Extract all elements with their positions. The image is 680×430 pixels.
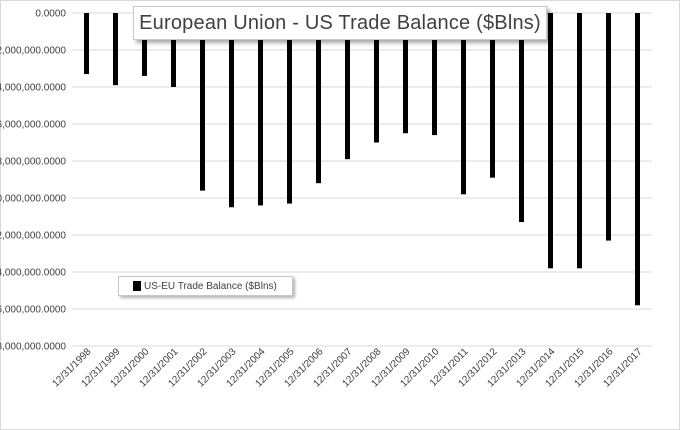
bar xyxy=(258,13,263,206)
x-axis-tick-labels: 12/31/199812/31/199912/31/200012/31/2001… xyxy=(50,346,644,389)
y-tick-label: -18,000,000.0000 xyxy=(0,342,66,353)
legend: US-EU Trade Balance ($Blns) xyxy=(118,276,293,296)
y-tick-label: -4,000,000.0000 xyxy=(0,83,66,94)
chart-title-box: European Union - US Trade Balance ($Blns… xyxy=(133,6,547,40)
bar xyxy=(519,13,524,223)
bar xyxy=(229,13,234,208)
bar xyxy=(316,13,321,184)
bar xyxy=(490,13,495,178)
bar xyxy=(403,13,408,134)
y-tick-label: 0.0000 xyxy=(35,9,66,20)
y-tick-label: -12,000,000.0000 xyxy=(0,231,66,242)
bar xyxy=(84,13,89,75)
y-axis-tick-labels: 0.0000 -2,000,000.0000 -4,000,000.0000 -6,0… xyxy=(0,9,66,353)
legend-label: US-EU Trade Balance ($Blns) xyxy=(144,280,277,292)
y-tick-label: -14,000,000.0000 xyxy=(0,268,66,279)
bar xyxy=(548,13,553,269)
chart-title: European Union - US Trade Balance ($Blns… xyxy=(139,11,541,34)
bar xyxy=(432,13,437,136)
bar xyxy=(200,13,205,191)
bar xyxy=(113,13,118,86)
y-tick-label: -8,000,000.0000 xyxy=(0,157,66,168)
bar xyxy=(374,13,379,143)
y-tick-label: -2,000,000.0000 xyxy=(0,46,66,57)
y-tick-label: -6,000,000.0000 xyxy=(0,120,66,131)
gridlines xyxy=(72,12,652,347)
bars xyxy=(84,13,640,306)
bar xyxy=(142,13,147,76)
bar xyxy=(461,13,466,195)
bar xyxy=(606,13,611,241)
legend-swatch xyxy=(133,281,141,291)
bar xyxy=(171,13,176,87)
bar xyxy=(345,13,350,160)
bar xyxy=(287,13,292,204)
bar xyxy=(577,13,582,269)
y-tick-label: -16,000,000.0000 xyxy=(0,305,66,316)
y-tick-label: -10,000,000.0000 xyxy=(0,194,66,205)
bar xyxy=(635,13,640,306)
